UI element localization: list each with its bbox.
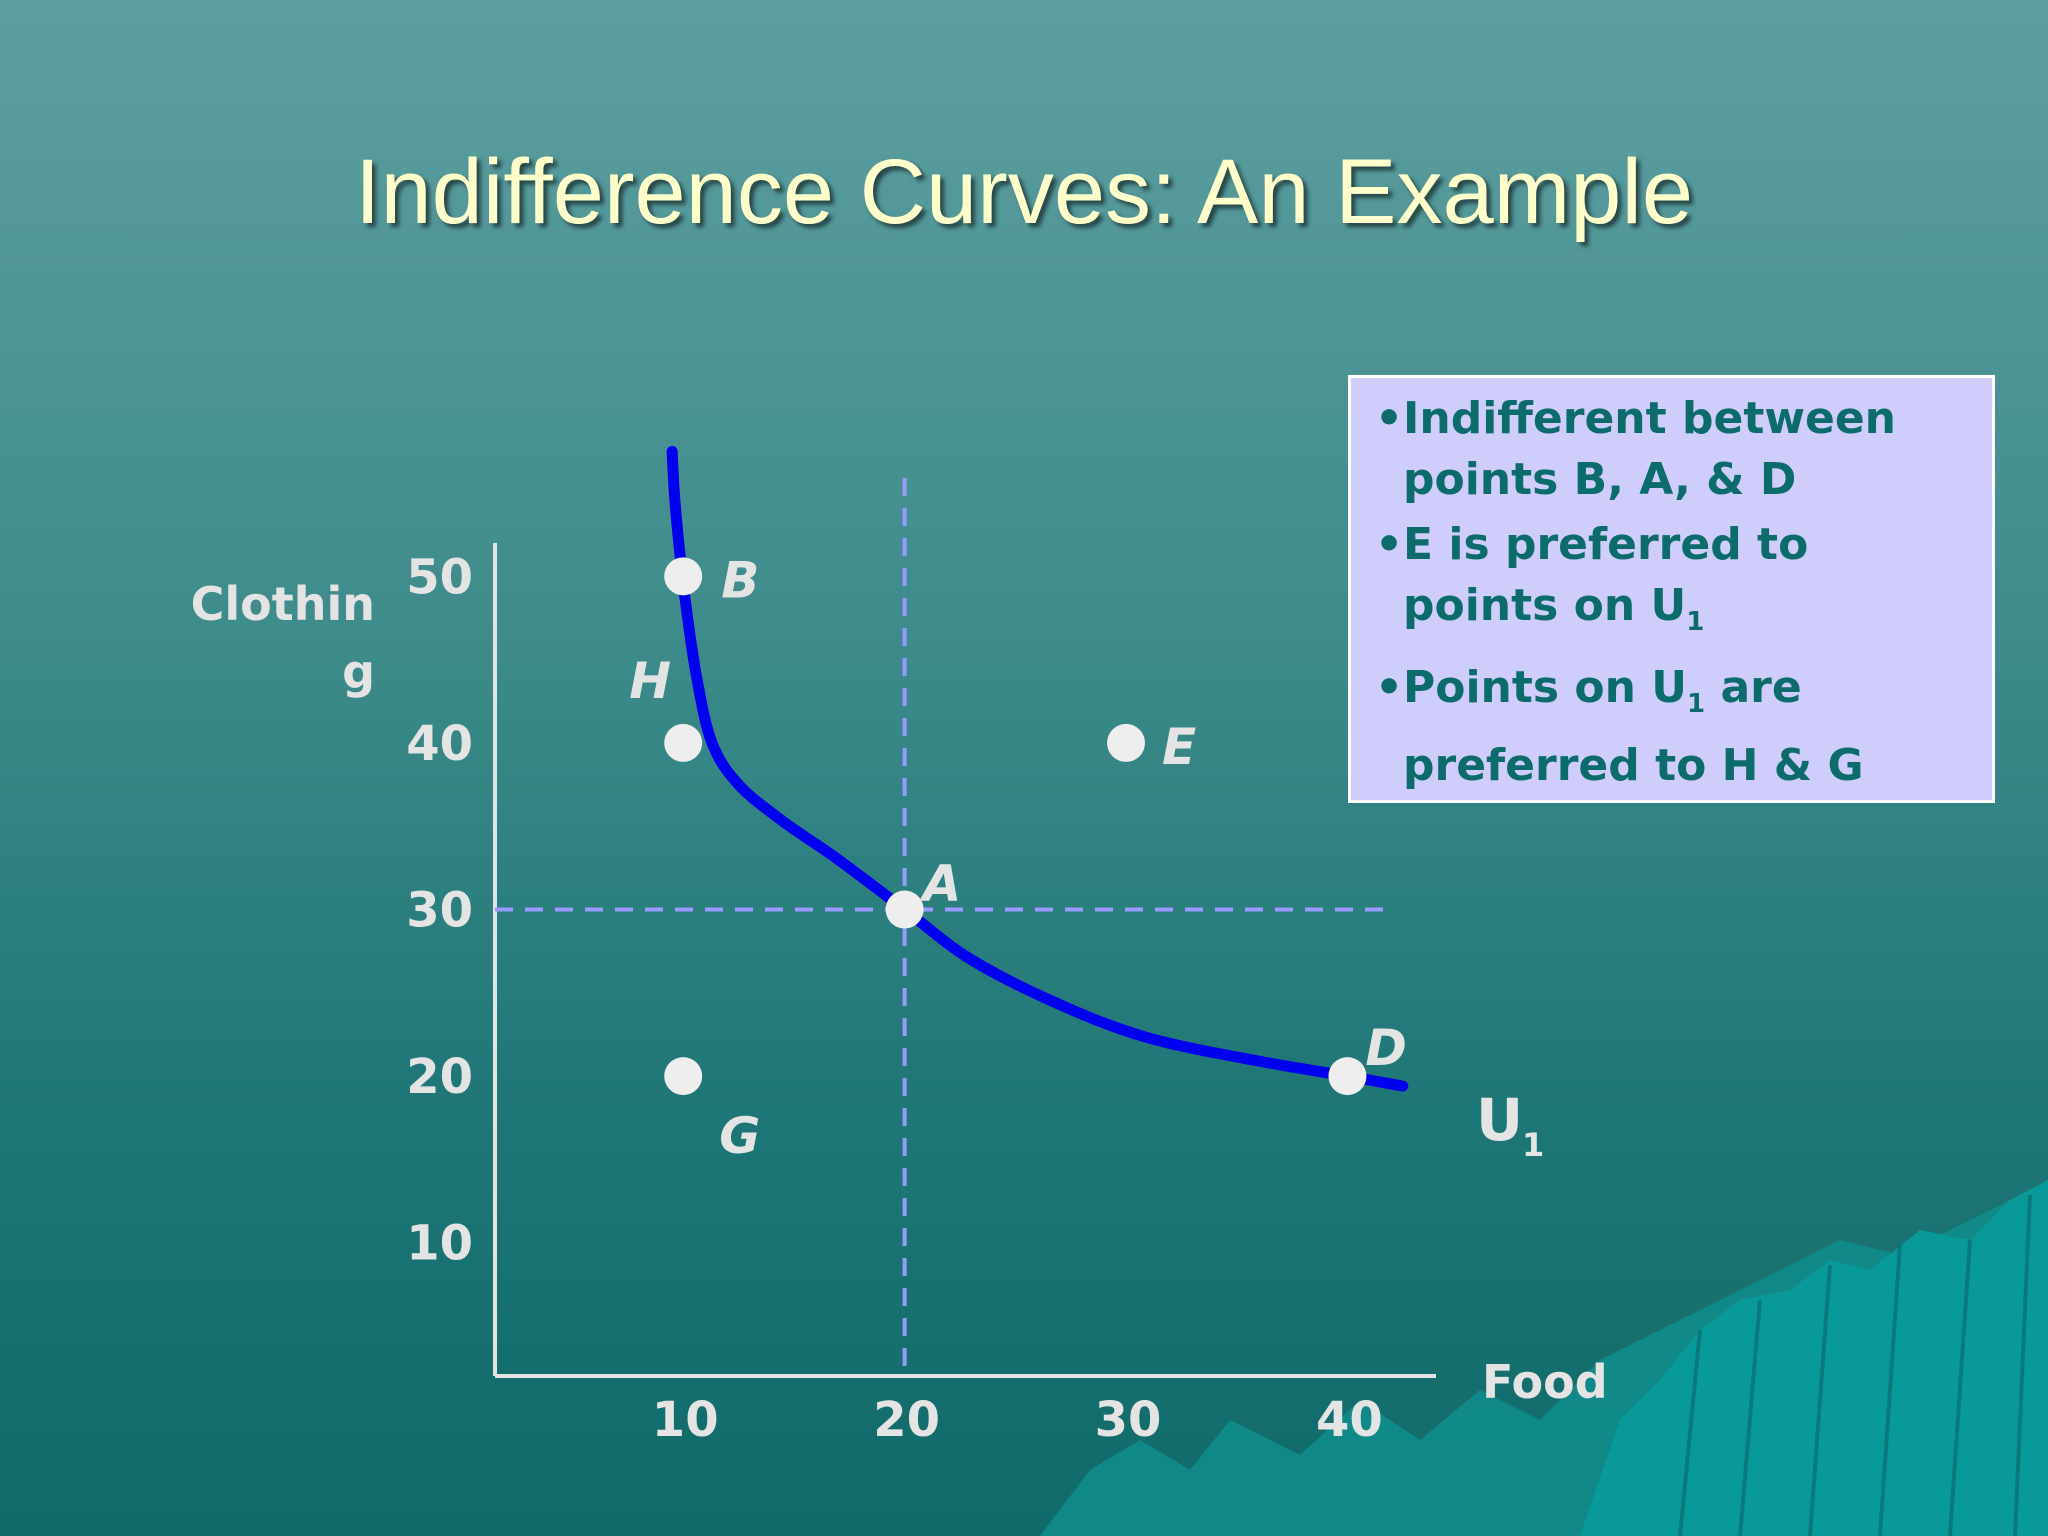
mountain-ridges: [1678, 1194, 2032, 1536]
y-axis-label: Clothing: [190, 577, 375, 699]
explanation-box: Indifferent between points B, A, & D E i…: [1348, 375, 1995, 803]
point-label-e: E: [1162, 718, 1196, 776]
point-label-b: B: [721, 551, 759, 609]
y-tick-10: 10: [406, 1216, 473, 1272]
note-bullet-1: Indifferent between points B, A, & D: [1375, 388, 1974, 510]
x-tick-20: 20: [873, 1392, 940, 1448]
point-d: [1328, 1057, 1367, 1096]
point-g: [664, 1057, 703, 1096]
x-axis-label: Food: [1482, 1355, 1608, 1409]
bundle-points: B A D E H G: [629, 551, 1407, 1165]
point-e: [1107, 723, 1146, 762]
y-tick-labels: 10 20 30 40 50: [406, 549, 473, 1271]
indifference-curve-u1: [666, 445, 1409, 1092]
point-label-g: G: [719, 1107, 760, 1165]
point-h: [664, 723, 703, 762]
mountain-front: [1580, 1180, 2048, 1536]
slide-title: Indifference Curves: An Example: [354, 141, 1694, 243]
curve-label-u1: U1: [1476, 1086, 1544, 1164]
point-label-a: A: [919, 855, 962, 913]
x-tick-10: 10: [652, 1392, 719, 1448]
y-tick-50: 50: [406, 549, 473, 605]
point-a: [885, 890, 924, 929]
point-label-h: H: [629, 652, 671, 710]
note-bullet-2: E is preferred to points on U1: [1375, 514, 1974, 653]
x-tick-labels: 10 20 30 40: [652, 1392, 1383, 1448]
x-tick-40: 40: [1316, 1392, 1383, 1448]
point-label-d: D: [1365, 1019, 1407, 1077]
x-tick-30: 30: [1095, 1392, 1162, 1448]
y-tick-40: 40: [406, 716, 473, 772]
point-b: [664, 557, 703, 596]
curve-label-u: U: [1476, 1086, 1523, 1154]
note-bullet-3: Points on U1 are preferred to H & G: [1375, 657, 1974, 796]
y-tick-30: 30: [406, 883, 473, 939]
curve-label-subscript: 1: [1522, 1126, 1544, 1164]
y-tick-20: 20: [406, 1049, 473, 1105]
